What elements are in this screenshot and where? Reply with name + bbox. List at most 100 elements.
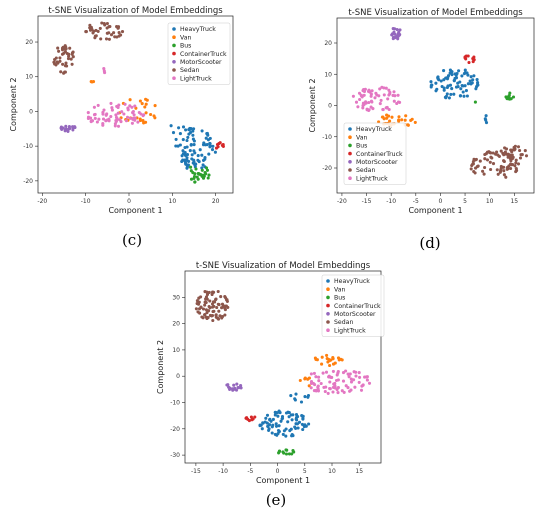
data-point	[138, 99, 142, 103]
data-point	[88, 116, 92, 120]
data-point	[230, 387, 234, 391]
data-point	[58, 56, 62, 60]
data-point	[509, 166, 513, 171]
data-point	[271, 417, 275, 421]
data-point	[462, 94, 466, 98]
data-point	[216, 317, 221, 321]
data-point	[333, 381, 337, 385]
data-point	[208, 136, 212, 140]
data-point	[141, 118, 145, 123]
data-point	[295, 422, 300, 426]
data-point	[128, 116, 132, 120]
data-point	[464, 89, 468, 93]
data-point	[193, 172, 197, 176]
chart-title: t-SNE Visualization of Model Embeddings	[48, 6, 223, 16]
data-point	[444, 96, 448, 100]
data-point	[454, 85, 459, 89]
data-point	[513, 164, 517, 168]
data-point	[478, 159, 482, 163]
data-point	[239, 386, 243, 390]
data-point	[367, 100, 371, 105]
data-point	[101, 117, 106, 121]
data-point	[311, 381, 315, 385]
legend-marker	[348, 151, 352, 156]
data-point	[513, 144, 517, 148]
data-point	[392, 99, 396, 103]
data-point	[193, 180, 197, 184]
legend-label: Bus	[180, 43, 191, 50]
series-bus	[189, 165, 211, 184]
data-point	[485, 150, 490, 154]
data-point	[458, 80, 462, 84]
x-tick-label: 0	[439, 198, 443, 205]
y-tick-label: 20	[25, 39, 33, 46]
data-point	[237, 386, 241, 390]
data-point	[187, 132, 191, 136]
legend-marker	[172, 51, 176, 56]
data-point	[105, 21, 109, 26]
data-point	[205, 132, 209, 136]
data-point	[301, 416, 305, 420]
x-tick-label: 20	[212, 198, 220, 205]
legend-label: ContainerTruck	[356, 151, 403, 158]
data-point	[107, 37, 111, 41]
data-point	[325, 353, 329, 357]
data-point	[136, 120, 140, 124]
data-point	[211, 300, 216, 304]
x-tick-label: 0	[276, 468, 280, 475]
data-point	[204, 136, 208, 140]
data-point	[457, 69, 461, 73]
data-point	[105, 26, 109, 30]
data-point	[387, 93, 391, 97]
data-point	[197, 296, 201, 300]
data-point	[344, 369, 348, 373]
data-point	[215, 142, 220, 147]
data-point	[201, 176, 206, 180]
y-tick-label: -10	[170, 400, 180, 407]
data-point	[371, 107, 375, 111]
legend-marker	[326, 328, 330, 333]
data-point	[216, 302, 220, 306]
series-van	[89, 80, 157, 125]
panel-caption: (c)	[122, 231, 142, 249]
legend-label: Sedan	[334, 319, 353, 326]
data-point	[380, 115, 384, 119]
data-point	[307, 384, 311, 388]
legend-box	[167, 22, 231, 85]
data-point	[110, 108, 114, 112]
data-point	[347, 375, 351, 379]
data-point	[56, 46, 60, 50]
data-point	[523, 149, 527, 153]
data-point	[470, 163, 474, 168]
data-point	[328, 363, 332, 368]
data-point	[285, 448, 289, 452]
data-point	[215, 305, 219, 310]
x-tick-label: 10	[486, 198, 494, 205]
data-point	[390, 32, 395, 36]
data-point	[369, 99, 374, 103]
data-point	[324, 370, 329, 374]
legend-label: LightTruck	[180, 75, 212, 82]
data-point	[132, 113, 136, 117]
data-point	[284, 452, 289, 456]
legend-label: MotorScooter	[180, 59, 222, 66]
data-point	[469, 75, 473, 79]
data-point	[429, 80, 433, 84]
data-point	[361, 104, 365, 108]
data-point	[442, 69, 446, 73]
data-point	[277, 429, 281, 434]
data-point	[133, 104, 137, 108]
data-point	[378, 87, 382, 91]
data-point	[92, 29, 96, 33]
data-point	[301, 427, 305, 432]
data-point	[502, 169, 506, 173]
data-point	[270, 431, 274, 435]
data-point	[504, 175, 508, 179]
x-axis-label: Component 1	[108, 206, 162, 215]
data-point	[290, 432, 294, 437]
data-point	[144, 111, 148, 115]
data-point	[382, 93, 386, 97]
data-point	[211, 318, 215, 323]
data-point	[69, 57, 73, 61]
